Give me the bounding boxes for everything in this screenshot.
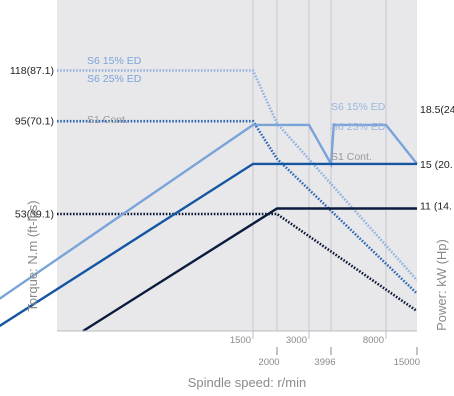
y-right-tick-label: 15 (20. <box>420 159 453 171</box>
power-series-label: S1 Cont. <box>331 151 372 163</box>
power-series-label: S6 25% ED <box>331 121 386 133</box>
torque-line-1 <box>57 119 418 295</box>
torque-series-label: S1 Cont. <box>87 114 128 126</box>
torque-series-label: S6 25% ED <box>87 73 142 85</box>
power-line-4 <box>0 162 417 328</box>
torque-line-0 <box>57 69 418 282</box>
label-group: 118(87.1) 95(70.1) 53(39.1) 18.5(24 15 (20. 1… <box>10 55 454 220</box>
grid-lines <box>252 0 387 331</box>
y-right-tick-label: 18.5(24 <box>420 104 454 116</box>
y-axis-left-title: Torque: N.m (ft-lbs) <box>25 200 40 311</box>
power-line-5 <box>82 207 417 333</box>
torque-series-label: S6 15% ED <box>87 55 142 67</box>
x-tick-label-upper: 3000 <box>286 335 307 346</box>
x-tick-label-upper: 1500 <box>230 335 251 346</box>
y-right-tick-label: 11 (14. <box>420 200 452 212</box>
torque-line-2 <box>57 212 418 313</box>
plot-area <box>57 0 417 331</box>
y-left-tick-label: 53(39.1) <box>15 208 54 220</box>
x-tick-label-upper: 8000 <box>363 335 384 346</box>
series-group <box>0 69 418 333</box>
x-tick-label-lower: 3996 <box>314 357 335 368</box>
y-left-tick-label: 95(70.1) <box>15 116 54 128</box>
power-series-label: S6 15% ED <box>331 101 386 113</box>
y-axis-right-title: Power: kW (Hp) <box>434 239 449 331</box>
x-axis-title: Spindle speed: r/min <box>188 375 307 390</box>
tick-group: 1500 3000 8000 2000 3996 15000 <box>57 330 420 368</box>
y-left-tick-label: 118(87.1) <box>10 65 54 77</box>
x-tick-label-lower: 15000 <box>394 357 420 368</box>
x-tick-label-lower: 2000 <box>258 357 279 368</box>
